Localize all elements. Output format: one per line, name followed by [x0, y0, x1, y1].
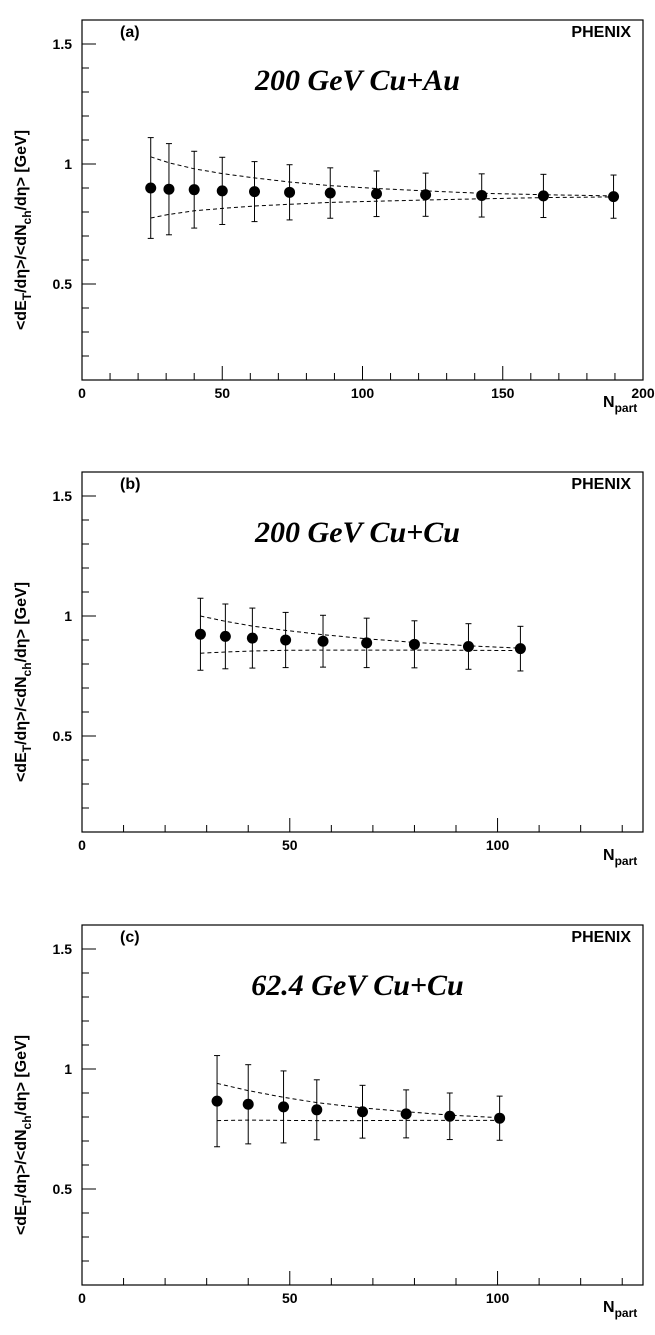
y-axis-label-main: <dE — [13, 300, 30, 330]
plot-frame — [81, 924, 644, 1286]
data-point — [400, 1108, 412, 1120]
y-axis-label-main: /dη> [GeV] — [13, 582, 30, 662]
chart-panel-c: 0.5 1 1.5 0 50 100 (c) PHENIX 62.4 GeV Cu+Cu Npar… — [13, 924, 644, 1320]
y-tick-label: 1 — [64, 608, 72, 624]
y-axis-label: <dET/dη>/<dNch/dη> [GeV] — [13, 1035, 34, 1235]
x-axis-label-main: N — [603, 1299, 615, 1316]
x-axis-label-sub: part — [615, 854, 638, 868]
panel-label: (c) — [120, 929, 140, 946]
y-axis-label-main: /dη>/<dN — [13, 1129, 30, 1197]
x-tick-label: 50 — [282, 837, 298, 853]
data-point — [278, 1101, 290, 1113]
data-point — [408, 638, 420, 650]
chart-title: 62.4 GeV Cu+Cu — [251, 969, 463, 1002]
y-tick-label: 1.5 — [53, 941, 73, 957]
band-upper-line — [150, 156, 614, 197]
y-tick-label: 1.5 — [53, 36, 73, 52]
data-point — [420, 189, 432, 201]
y-axis-label-main: /dη>/<dN — [13, 676, 30, 744]
data-point — [361, 637, 373, 649]
data-point — [246, 632, 258, 644]
data-point — [514, 643, 526, 655]
y-axis-label-sub: T — [20, 1197, 34, 1205]
x-axis-label-sub: part — [615, 401, 638, 415]
data-point — [163, 183, 175, 195]
x-tick-label: 50 — [282, 1290, 298, 1306]
x-tick-label: 0 — [78, 385, 86, 401]
chart-title: 200 GeV Cu+Cu — [254, 516, 460, 549]
data-point — [311, 1104, 323, 1116]
x-axis-label-sub: part — [615, 1306, 638, 1320]
y-tick-label: 0.5 — [53, 1181, 73, 1197]
data-point — [216, 185, 228, 197]
x-tick-label: 50 — [214, 385, 230, 401]
data-point — [194, 628, 206, 640]
y-axis-label-main: <dE — [13, 752, 30, 782]
x-axis-label: Npart — [603, 847, 637, 868]
data-point — [357, 1106, 368, 1118]
y-tick-label: 1.5 — [53, 488, 73, 504]
data-point — [145, 182, 157, 194]
y-axis-label-sub: T — [20, 744, 34, 752]
data-point — [280, 634, 292, 646]
y-tick-label: 0.5 — [53, 276, 73, 292]
x-tick-label: 100 — [486, 837, 510, 853]
data-point — [242, 1098, 254, 1110]
x-axis-label: Npart — [603, 394, 637, 415]
x-axis-label-main: N — [603, 394, 615, 411]
y-axis-label-sub: ch — [20, 210, 34, 224]
chart-panel-a: 0.5 1 1.5 0 50 100 150 200 (a) PHENIX 200 GeV Cu+A… — [13, 19, 655, 415]
band-lower-line — [200, 649, 521, 654]
y-axis-label-main: /dη> [GeV] — [13, 130, 30, 210]
brand-label: PHENIX — [571, 476, 631, 493]
data-point — [188, 184, 200, 196]
y-tick-label: 0.5 — [53, 728, 73, 744]
x-tick-label: 100 — [351, 385, 375, 401]
y-axis-label-main: <dE — [13, 1205, 30, 1235]
band-lower-line — [217, 1119, 500, 1122]
band-upper-line — [216, 1082, 500, 1119]
x-tick-label: 0 — [78, 1290, 86, 1306]
data-point — [608, 191, 620, 203]
y-axis-label-sub: T — [20, 292, 34, 300]
data-point — [249, 186, 261, 198]
x-tick-label: 0 — [78, 837, 86, 853]
data-point — [462, 640, 474, 652]
data-point — [494, 1112, 506, 1124]
y-tick-label: 1 — [64, 1061, 72, 1077]
y-tick-label: 1 — [64, 156, 72, 172]
brand-label: PHENIX — [571, 24, 631, 41]
data-point — [324, 187, 336, 199]
y-axis-label-main: /dη> [GeV] — [13, 1035, 30, 1115]
x-axis-label-main: N — [603, 847, 615, 864]
x-tick-label: 150 — [491, 385, 515, 401]
chart-panel-b: 0.5 1 1.5 0 50 100 (b) PHENIX 200 GeV Cu+Cu Npart… — [13, 471, 644, 868]
data-point — [444, 1110, 456, 1122]
data-point — [284, 186, 296, 198]
y-axis-label-main: /dη>/<dN — [13, 224, 30, 292]
y-axis-label: <dET/dη>/<dNch/dη> [GeV] — [13, 582, 34, 782]
x-tick-label: 100 — [486, 1290, 510, 1306]
chart-title: 200 GeV Cu+Au — [254, 64, 460, 97]
data-point — [371, 188, 383, 200]
panel-label: (a) — [120, 24, 140, 41]
y-axis-label-sub: ch — [20, 1115, 34, 1129]
data-point — [317, 635, 329, 647]
y-axis-label: <dET/dη>/<dNch/dη> [GeV] — [13, 130, 34, 330]
data-point — [537, 190, 549, 202]
plot-frame — [81, 471, 644, 833]
brand-label: PHENIX — [571, 929, 631, 946]
x-tick-label: 200 — [631, 385, 655, 401]
panel-label: (b) — [120, 476, 140, 493]
data-point — [219, 630, 231, 642]
x-axis-label: Npart — [603, 1299, 637, 1320]
y-axis-label-sub: ch — [20, 662, 34, 676]
data-point — [211, 1095, 223, 1107]
data-point — [476, 189, 488, 201]
